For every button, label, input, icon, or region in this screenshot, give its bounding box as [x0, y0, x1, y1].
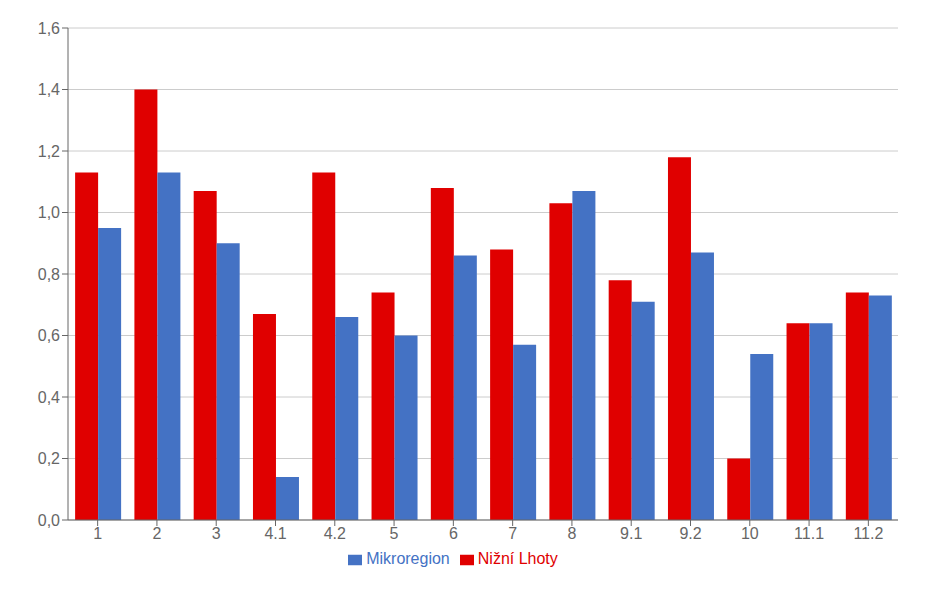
svg-text:9.2: 9.2 [679, 525, 701, 542]
svg-text:5: 5 [390, 525, 399, 542]
svg-text:6: 6 [449, 525, 458, 542]
svg-text:0,8: 0,8 [38, 266, 60, 283]
svg-text:10: 10 [741, 525, 759, 542]
html-text:Mikroregion: Mikroregion [366, 550, 450, 567]
svg-text:7: 7 [508, 525, 517, 542]
svg-text:3: 3 [212, 525, 221, 542]
svg-text:1,2: 1,2 [38, 143, 60, 160]
svg-text:0,0: 0,0 [38, 512, 60, 529]
svg-text:0,4: 0,4 [38, 389, 60, 406]
svg-text:11.2: 11.2 [853, 525, 883, 542]
svg-text:1,4: 1,4 [38, 81, 60, 98]
svg-text:8: 8 [567, 525, 576, 542]
svg-text:4.2: 4.2 [324, 525, 346, 542]
svg-text:1,0: 1,0 [38, 204, 60, 221]
svg-text:1,6: 1,6 [38, 20, 60, 37]
svg-text:2: 2 [152, 525, 161, 542]
svg-text:11.1: 11.1 [794, 525, 824, 542]
html-text:Nižní Lhoty: Nižní Lhoty [477, 550, 558, 567]
svg-text:0,2: 0,2 [38, 450, 60, 467]
svg-text:0,6: 0,6 [38, 327, 60, 344]
svg-text:9.1: 9.1 [620, 525, 642, 542]
svg-text:4.1: 4.1 [264, 525, 286, 542]
svg-text:1: 1 [93, 525, 102, 542]
